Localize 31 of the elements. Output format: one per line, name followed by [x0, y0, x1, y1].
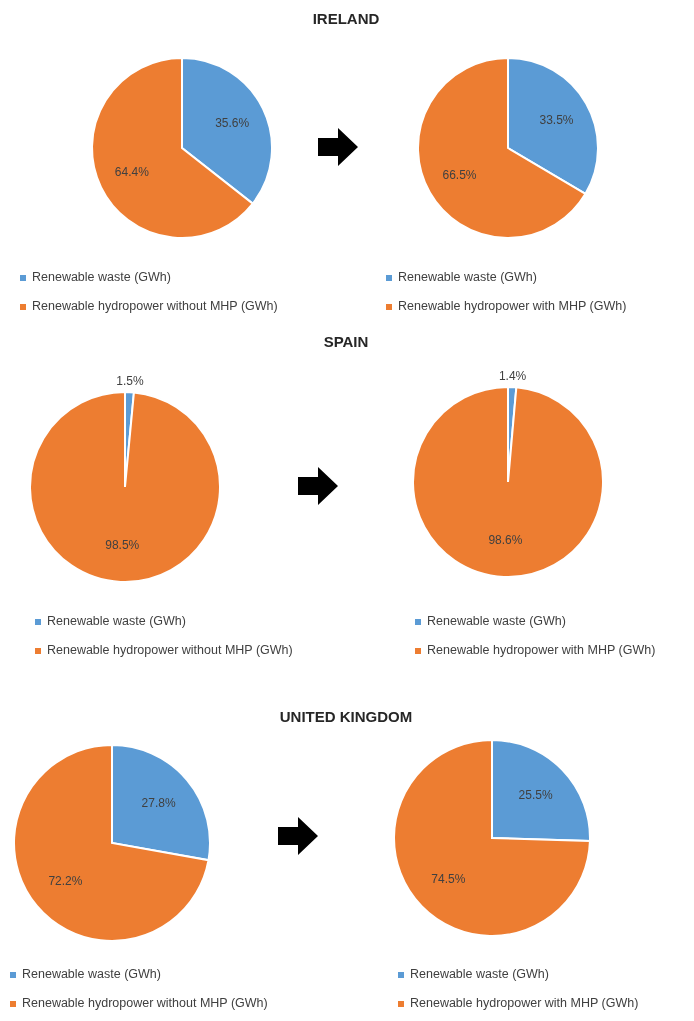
- legend-label: Renewable waste (GWh): [47, 614, 186, 629]
- legend-label: Renewable waste (GWh): [22, 967, 161, 982]
- data-label: 25.5%: [518, 787, 553, 802]
- data-label: 72.2%: [48, 874, 83, 889]
- legend-label: Renewable hydropower with MHP (GWh): [398, 299, 627, 314]
- legend-label: Renewable hydropower with MHP (GWh): [410, 996, 639, 1011]
- legend-label: Renewable hydropower without MHP (GWh): [47, 643, 293, 658]
- legend-label: Renewable waste (GWh): [398, 270, 537, 285]
- data-label: 35.6%: [215, 115, 250, 130]
- legend-label: Renewable waste (GWh): [32, 270, 171, 285]
- data-label: 1.5%: [116, 374, 144, 389]
- text: SPAIN: [323, 333, 369, 350]
- data-label: 98.5%: [105, 538, 140, 553]
- data-label: 64.4%: [114, 164, 150, 179]
- legend-label: Renewable hydropower without MHP (GWh): [22, 996, 268, 1011]
- legend-label: Renewable waste (GWh): [410, 967, 549, 982]
- pie-slice: [29, 391, 221, 583]
- data-label: 1.4%: [498, 369, 527, 384]
- text: UNITED KINGDOM: [279, 708, 413, 725]
- pie-slice: [13, 744, 210, 942]
- data-label: 33.5%: [539, 112, 574, 127]
- legend-label: Renewable waste (GWh): [427, 614, 566, 629]
- data-label: 27.8%: [141, 796, 176, 811]
- legend-label: Renewable hydropower without MHP (GWh): [32, 299, 278, 314]
- data-label: 98.6%: [488, 533, 523, 548]
- legend-label: Renewable hydropower with MHP (GWh): [427, 643, 656, 658]
- pie-slice: [412, 386, 604, 578]
- text: IRELAND: [312, 10, 380, 27]
- data-label: 66.5%: [442, 167, 477, 182]
- data-label: 74.5%: [431, 872, 466, 887]
- pie-slice: [393, 739, 591, 937]
